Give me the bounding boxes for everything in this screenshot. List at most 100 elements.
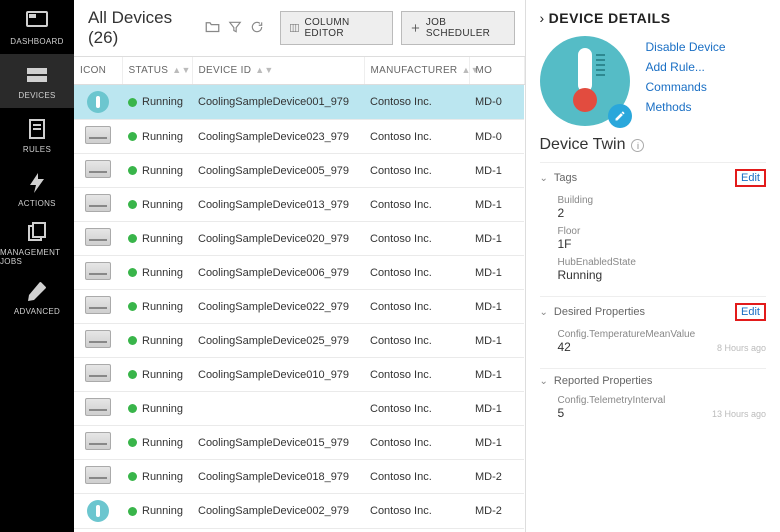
device-type-icon: [85, 262, 111, 280]
sidebar: DASHBOARD DEVICES RULES ACTIONS MANAGEME…: [0, 0, 74, 532]
page-title-text: All Devices: [88, 8, 172, 27]
sidebar-item-devices[interactable]: DEVICES: [0, 54, 74, 108]
model-cell: MD-1: [469, 392, 524, 426]
device-id-cell: CoolingSampleDevice015_979: [192, 426, 364, 460]
device-id-cell: CoolingSampleDevice005_979: [192, 154, 364, 188]
chevron-down-icon: ⌄: [540, 307, 548, 318]
tag-value: 1F: [558, 237, 767, 251]
status-dot: [128, 200, 137, 209]
status-text: Running: [142, 471, 183, 483]
sidebar-label: ACTIONS: [18, 199, 56, 208]
prop-value: 5: [558, 406, 565, 420]
reported-section-header[interactable]: ⌄ Reported Properties: [540, 368, 767, 391]
sidebar-item-dashboard[interactable]: DASHBOARD: [0, 0, 74, 54]
status-dot: [128, 302, 137, 311]
table-row[interactable]: RunningContoso Inc.MD-1: [74, 392, 524, 426]
advanced-icon: [25, 279, 49, 303]
manufacturer-cell: Contoso Inc.: [364, 392, 469, 426]
table-header-row: ICON STATUS▲▼ DEVICE ID▲▼ MANUFACTURER▲▼…: [74, 57, 524, 85]
col-manufacturer[interactable]: MANUFACTURER▲▼: [364, 57, 469, 85]
tag-value: Running: [558, 268, 767, 282]
device-id-cell: CoolingSampleDevice004_979: [192, 529, 364, 532]
table-row[interactable]: RunningCoolingSampleDevice020_979Contoso…: [74, 222, 524, 256]
columns-icon: [289, 22, 300, 34]
col-device-id[interactable]: DEVICE ID▲▼: [192, 57, 364, 85]
table-row[interactable]: RunningCoolingSampleDevice002_979Contoso…: [74, 494, 524, 529]
add-rule-link[interactable]: Add Rule...: [646, 60, 726, 74]
column-editor-button[interactable]: COLUMN EDITOR: [280, 11, 393, 45]
model-cell: MD-2: [469, 460, 524, 494]
edit-desired-link[interactable]: Edit: [735, 303, 766, 321]
status-dot: [128, 438, 137, 447]
details-title: DEVICE DETAILS: [540, 10, 767, 26]
manufacturer-cell: Contoso Inc.: [364, 120, 469, 154]
tags-content: Building 2 Floor 1F HubEnabledState Runn…: [540, 191, 767, 296]
status-dot: [128, 132, 137, 141]
status-text: Running: [142, 301, 183, 313]
table-row[interactable]: RunningCoolingSampleDevice018_979Contoso…: [74, 460, 524, 494]
sidebar-item-actions[interactable]: ACTIONS: [0, 162, 74, 216]
table-row[interactable]: Running CoolingSampleDevice006_979Contoso…: [74, 256, 524, 290]
prop-value: 42: [558, 340, 571, 354]
refresh-icon[interactable]: [250, 20, 264, 37]
status-text: Running: [142, 165, 183, 177]
table-row[interactable]: RunningCoolingSampleDevice025_979Contoso…: [74, 324, 524, 358]
manufacturer-cell: Contoso Inc.: [364, 460, 469, 494]
sidebar-item-management-jobs[interactable]: MANAGEMENT JOBS: [0, 216, 74, 270]
section-title: Reported Properties: [554, 375, 766, 387]
sidebar-label: DASHBOARD: [10, 37, 63, 46]
model-cell: MD-1: [469, 324, 524, 358]
table-row[interactable]: RunningCoolingSampleDevice023_979Contoso…: [74, 120, 524, 154]
methods-link[interactable]: Methods: [646, 100, 726, 114]
device-details-panel: DEVICE DETAILS Disable Device Add Rule..…: [526, 0, 780, 532]
desired-section-header[interactable]: ⌄ Desired Properties Edit: [540, 296, 767, 325]
status-text: Running: [142, 335, 183, 347]
filter-icon[interactable]: [228, 20, 242, 37]
manufacturer-cell: Contoso Inc.: [364, 290, 469, 324]
device-type-icon: [87, 500, 109, 522]
device-id-cell: CoolingSampleDevice006_979: [192, 256, 364, 290]
col-icon[interactable]: ICON: [74, 57, 122, 85]
status-text: Running: [142, 267, 183, 279]
manufacturer-cell: Contoso Inc.: [364, 256, 469, 290]
info-icon[interactable]: i: [631, 139, 644, 152]
col-model[interactable]: MO: [469, 57, 524, 85]
section-title: Desired Properties: [554, 306, 735, 318]
commands-link[interactable]: Commands: [646, 80, 726, 94]
sidebar-item-advanced[interactable]: ADVANCED: [0, 270, 74, 324]
table-row[interactable]: RunningCoolingSampleDevice015_979Contoso…: [74, 426, 524, 460]
table-row[interactable]: RunningCoolingSampleDevice010_979Contoso…: [74, 358, 524, 392]
sidebar-item-rules[interactable]: RULES: [0, 108, 74, 162]
model-cell: MD-1: [469, 426, 524, 460]
device-id-cell: CoolingSampleDevice010_979: [192, 358, 364, 392]
scheduler-icon: [410, 22, 421, 34]
status-text: Running: [142, 199, 183, 211]
table-row[interactable]: RunningCoolingSampleDevice013_979Contoso…: [74, 188, 524, 222]
model-cell: MD-1: [469, 256, 524, 290]
device-type-icon: [85, 364, 111, 382]
folder-icon[interactable]: [205, 20, 220, 36]
tags-section-header[interactable]: ⌄ Tags Edit: [540, 162, 767, 191]
table-row[interactable]: RunningCoolingSampleDevice005_979Contoso…: [74, 154, 524, 188]
prop-age: 13 Hours ago: [712, 409, 766, 419]
device-table: ICON STATUS▲▼ DEVICE ID▲▼ MANUFACTURER▲▼…: [74, 56, 525, 532]
table-row[interactable]: RunningCoolingSampleDevice004_979Contoso…: [74, 529, 524, 532]
device-type-icon: [85, 466, 111, 484]
table-row[interactable]: RunningCoolingSampleDevice001_979Contoso…: [74, 85, 524, 120]
disable-device-link[interactable]: Disable Device: [646, 40, 726, 54]
col-status[interactable]: STATUS▲▼: [122, 57, 192, 85]
device-type-icon: [85, 194, 111, 212]
status-dot: [128, 268, 137, 277]
device-id-cell: CoolingSampleDevice002_979: [192, 494, 364, 529]
manufacturer-cell: Contoso Inc.: [364, 494, 469, 529]
edit-avatar-badge[interactable]: [608, 104, 632, 128]
table-row[interactable]: RunningCoolingSampleDevice022_979Contoso…: [74, 290, 524, 324]
chevron-down-icon: ⌄: [540, 173, 548, 184]
status-dot: [128, 166, 137, 175]
edit-tags-link[interactable]: Edit: [735, 169, 766, 187]
page-title: All Devices (26): [88, 8, 197, 48]
job-scheduler-button[interactable]: JOB SCHEDULER: [401, 11, 515, 45]
manufacturer-cell: Contoso Inc.: [364, 222, 469, 256]
model-cell: MD-1: [469, 154, 524, 188]
model-cell: MD-2: [469, 529, 524, 532]
